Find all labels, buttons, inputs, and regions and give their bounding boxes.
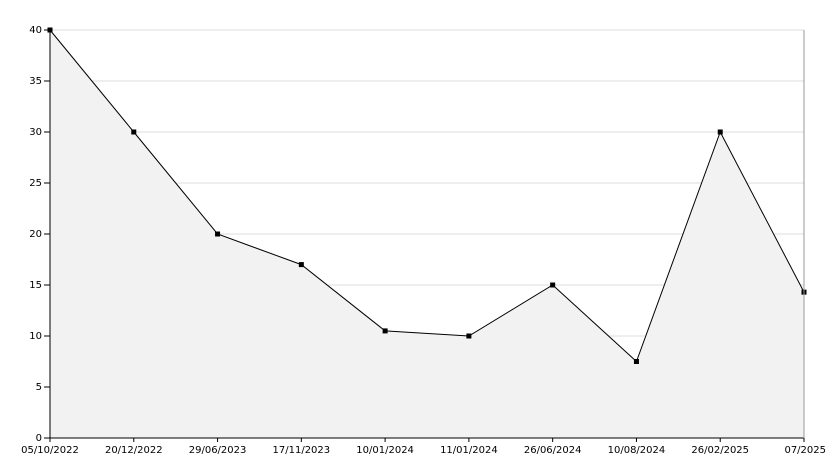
area [50,30,804,438]
x-tick-label: 20/12/2022 [105,445,163,456]
x-tick-label: 05/10/2022 [21,445,79,456]
x-tick-label: 26/06/2024 [524,445,582,456]
y-tick-label: 30 [29,127,42,138]
point-marker [717,129,723,135]
x-tick-label: 26/02/2025 [691,445,749,456]
x-tick-label: 29/06/2023 [189,445,247,456]
x-tick-label: 17/11/2023 [273,445,331,456]
y-tick-label: 0 [36,433,42,444]
y-tick-label: 35 [29,76,42,87]
y-tick-label: 15 [29,280,42,291]
x-tick-label: 07/2025 [784,445,826,456]
point-marker [466,333,472,339]
point-marker [298,262,304,268]
line [49,29,805,363]
point-marker [131,129,137,135]
point-marker [215,231,221,237]
point-marker [633,359,639,364]
y-tick-label: 10 [29,331,42,342]
x-tick-label: 10/08/2024 [608,445,666,456]
x-tick-label: 11/01/2024 [440,445,498,456]
point-marker [382,328,388,334]
y-tick-label: 5 [36,382,42,393]
y-tick-label: 25 [29,178,42,189]
y-tick-label: 40 [29,25,42,36]
x-tick-label: 10/01/2024 [356,445,414,456]
y-tick-label: 20 [29,229,42,240]
point-marker [550,282,556,288]
